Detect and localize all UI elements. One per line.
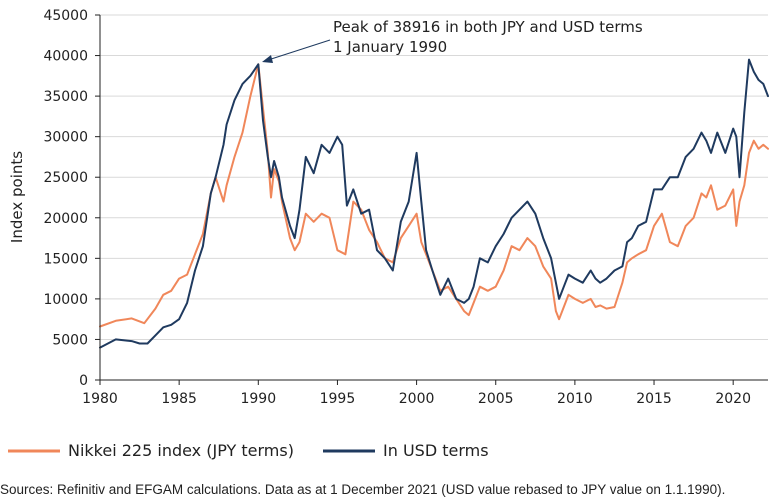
x-tick-labels: 1980 1985 1990 1995 2000 2005 2010 2015 2020 xyxy=(82,391,751,407)
x-tick-label: 1995 xyxy=(320,391,356,407)
annotation-line-1: Peak of 38916 in both JPY and USD terms xyxy=(333,18,643,36)
x-tick-label: 1985 xyxy=(161,391,197,407)
y-tick-label: 45000 xyxy=(43,8,88,24)
y-tick-label: 0 xyxy=(79,373,88,389)
annotation-arrow xyxy=(264,39,331,62)
y-tick-label: 35000 xyxy=(43,89,88,105)
peak-annotation: Peak of 38916 in both JPY and USD terms … xyxy=(262,18,643,63)
x-tick-label: 2000 xyxy=(399,391,435,407)
legend-label-usd: In USD terms xyxy=(383,441,489,460)
series-line-usd xyxy=(99,58,769,349)
gridlines xyxy=(100,14,768,340)
x-tick-label: 2015 xyxy=(636,391,672,407)
y-tick-label: 5000 xyxy=(52,332,88,348)
chart: 0 5000 10000 15000 20000 25000 30000 35000 40000… xyxy=(8,8,769,460)
annotation-arrowhead xyxy=(262,55,273,63)
y-tick-label: 25000 xyxy=(43,170,88,186)
x-tick-label: 2020 xyxy=(715,391,751,407)
y-tick-labels: 0 5000 10000 15000 20000 25000 30000 35000 40000… xyxy=(43,8,88,389)
y-tick-label: 20000 xyxy=(43,211,88,227)
x-tick-label: 1990 xyxy=(240,391,276,407)
y-tick-label: 15000 xyxy=(43,251,88,267)
y-axis-title: Index points xyxy=(8,151,26,243)
legend-label-jpy: Nikkei 225 index (JPY terms) xyxy=(68,441,294,460)
x-tick-label: 2010 xyxy=(557,391,593,407)
series-lines xyxy=(99,58,769,349)
axes xyxy=(95,14,768,385)
source-note: Sources: Refinitiv and EFGAM calculation… xyxy=(0,482,726,497)
y-tick-label: 40000 xyxy=(43,49,88,65)
annotation-line-2: 1 January 1990 xyxy=(333,38,447,56)
x-tick-label: 1980 xyxy=(82,391,118,407)
y-tick-label: 30000 xyxy=(43,130,88,146)
legend: Nikkei 225 index (JPY terms) In USD term… xyxy=(8,441,489,460)
x-tick-label: 2005 xyxy=(478,391,514,407)
y-tick-label: 10000 xyxy=(43,292,88,308)
series-line-jpy xyxy=(99,63,769,328)
